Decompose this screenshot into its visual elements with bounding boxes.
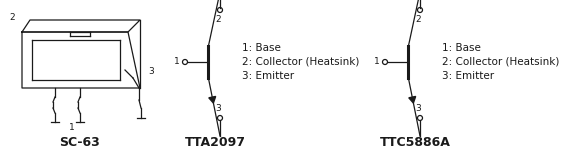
Text: 3: 3 [415,104,421,113]
Text: 2: 2 [9,13,15,22]
Text: TTA2097: TTA2097 [185,135,246,148]
Polygon shape [409,96,416,103]
Polygon shape [209,96,215,103]
Text: 2: 2 [215,15,221,24]
Text: 3: 3 [148,67,154,77]
Text: 1: 1 [174,58,180,66]
Text: 1: Base: 1: Base [442,43,481,53]
Text: 3: Emitter: 3: Emitter [242,71,294,81]
Text: 1: 1 [69,122,75,132]
Text: TTC5886A: TTC5886A [380,135,450,148]
Text: 3: 3 [215,104,221,113]
Text: 2: Collector (Heatsink): 2: Collector (Heatsink) [242,57,359,67]
Text: 2: 2 [415,15,421,24]
Text: 1: 1 [374,58,380,66]
Text: 2: Collector (Heatsink): 2: Collector (Heatsink) [442,57,559,67]
Text: SC-63: SC-63 [60,135,100,148]
Text: 3: Emitter: 3: Emitter [442,71,494,81]
Text: 1: Base: 1: Base [242,43,281,53]
